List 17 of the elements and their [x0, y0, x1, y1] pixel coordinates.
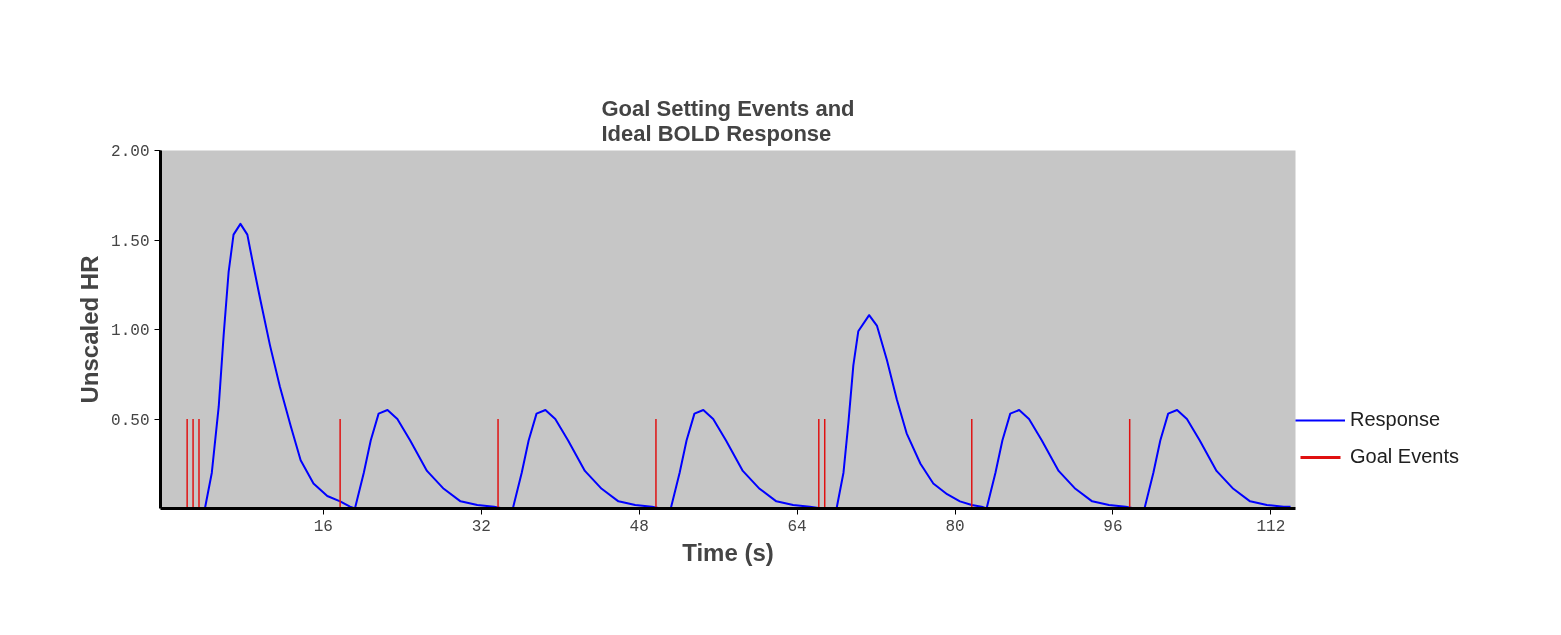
y-tick-label: 1.00	[111, 322, 150, 340]
x-tick-label: 32	[471, 517, 491, 536]
y-tick-label: 2.00	[111, 143, 150, 161]
line-series	[203, 222, 1292, 509]
x-tick-label: 80	[945, 517, 965, 536]
y-axis-title: Unscaled HR	[76, 255, 104, 404]
x-tick-label: 96	[1103, 517, 1123, 536]
y-tick-label: 0.50	[111, 411, 150, 430]
legend-label: Goal Events	[1350, 445, 1459, 468]
x-tick-label: 112	[1256, 517, 1286, 536]
x-tick-label: 48	[629, 517, 649, 536]
x-tick-label: 64	[787, 517, 807, 536]
x-tick-label: 16	[313, 517, 333, 536]
y-tick-label: 1.50	[111, 232, 150, 251]
x-axis-title: Time (s)	[682, 538, 774, 566]
chart-title: Goal Setting Events and Ideal BOLD Response	[601, 95, 855, 146]
legend-label: Response	[1350, 408, 1441, 431]
